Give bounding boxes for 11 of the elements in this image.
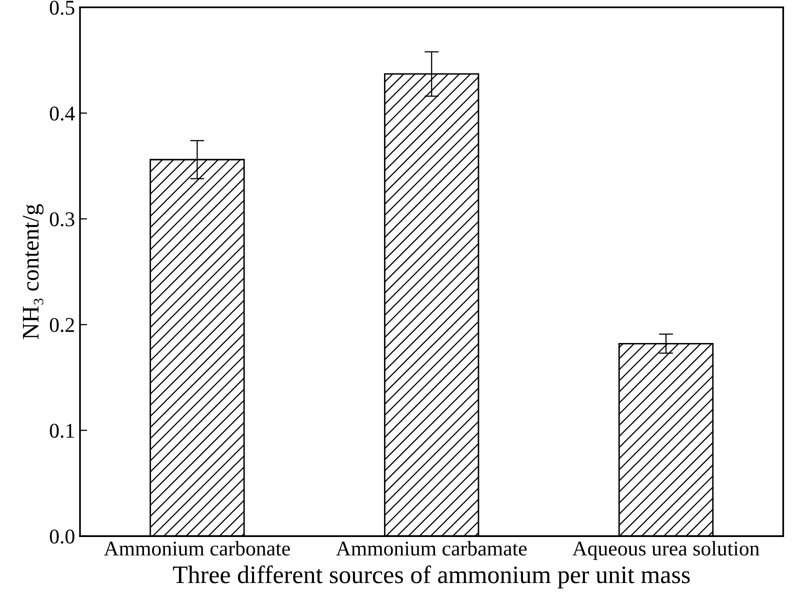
x-tick-label: Aqueous urea solution <box>572 540 760 560</box>
y-tick-label: 0.0 <box>50 529 74 544</box>
y-tick-label: 0.3 <box>50 212 74 226</box>
x-axis-title: Three different sources of ammonium per unit mass <box>172 565 690 588</box>
y-tick-label: 0.4 <box>50 106 75 121</box>
x-tick-label: Ammonium carbamate <box>336 540 527 556</box>
y-tick-label: 0.2 <box>50 318 74 332</box>
x-tick-label: Ammonium carbonate <box>104 540 290 556</box>
y-tick-label: 0.1 <box>50 424 74 438</box>
y-axis-title: NH₃ content/g <box>22 204 44 340</box>
y-tick-label: 0.5 <box>50 0 74 15</box>
